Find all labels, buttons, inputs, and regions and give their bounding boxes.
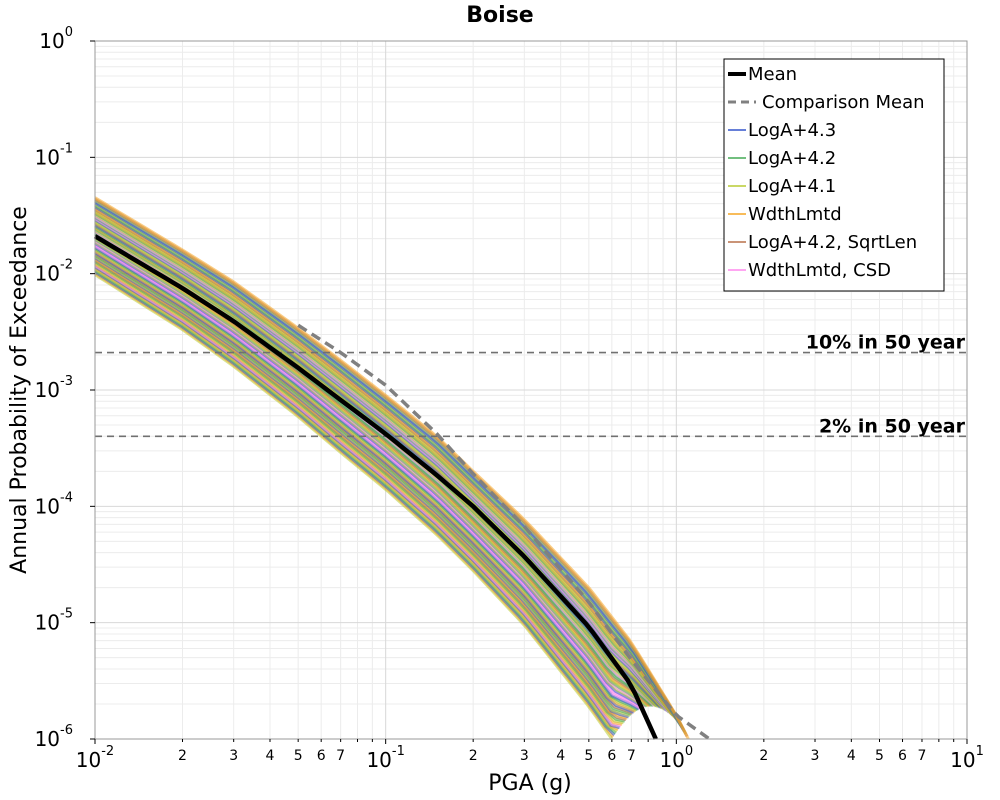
comparison-mean-curve	[297, 323, 711, 741]
x-major-tick-label: 10-1	[366, 744, 404, 772]
legend-entry-label: WdthLmtd, CSD	[748, 260, 891, 281]
branch-curve	[94, 196, 690, 740]
legend-entry-label: LogA+4.3	[748, 120, 836, 141]
x-minor-tick-label: 7	[627, 748, 636, 764]
x-minor-tick-label: 2	[178, 748, 187, 764]
reference-line-label: 10% in 50 year	[806, 332, 966, 354]
x-minor-tick-label: 6	[607, 748, 616, 764]
reference-line-label: 2% in 50 year	[819, 415, 966, 437]
y-major-tick-label: 10-2	[35, 258, 73, 286]
y-axis-ticks: 10-6 10-5 10-4 10-3 10-2 10-1 100	[35, 25, 95, 751]
legend: Mean Comparison Mean LogA+4.3 LogA+4.2 LogA+…	[723, 58, 945, 292]
x-minor-tick-label: 3	[811, 748, 820, 764]
y-axis-label: Annual Probability of Exceedance	[7, 206, 32, 574]
x-minor-tick-label: 2	[759, 748, 768, 764]
x-minor-tick-label: 5	[875, 748, 884, 764]
y-major-tick-label: 10-1	[35, 141, 73, 169]
legend-entry-label: LogA+4.2, SqrtLen	[748, 232, 917, 253]
x-minor-tick-label: 4	[847, 748, 856, 764]
mean-curve	[93, 234, 658, 740]
legend-entry-label: WdthLmtd	[748, 204, 842, 225]
x-major-tick-label: 10-2	[76, 744, 114, 772]
x-minor-tick-label: 4	[266, 748, 275, 764]
chart-title: Boise	[466, 3, 533, 28]
x-minor-tick-label: 6	[898, 748, 907, 764]
x-minor-tick-label: 7	[918, 748, 927, 764]
x-major-tick-label: 101	[950, 744, 984, 772]
y-major-tick-label: 10-5	[35, 607, 73, 635]
x-minor-tick-label: 5	[584, 748, 593, 764]
legend-entry-label: Mean	[748, 64, 797, 85]
x-minor-tick-label: 2	[469, 748, 478, 764]
y-major-tick-label: 10-4	[35, 490, 73, 518]
x-minor-tick-label: 5	[294, 748, 303, 764]
x-minor-tick-label: 3	[229, 748, 238, 764]
x-minor-tick-label: 6	[317, 748, 326, 764]
x-major-tick-label: 100	[659, 744, 693, 772]
x-axis-label: PGA (g)	[488, 771, 572, 796]
legend-entry-label: LogA+4.2	[748, 148, 836, 169]
y-major-tick-label: 100	[39, 25, 73, 53]
x-minor-tick-label: 7	[336, 748, 345, 764]
legend-entry-label: LogA+4.1	[748, 176, 836, 197]
reference-lines: 10% in 50 year 2% in 50 year	[95, 332, 967, 437]
x-minor-tick-label: 4	[556, 748, 565, 764]
y-major-tick-label: 10-3	[35, 374, 73, 402]
series-layer	[93, 234, 711, 741]
y-major-tick-label: 10-6	[35, 723, 73, 751]
legend-box	[723, 58, 945, 292]
x-minor-tick-label: 3	[520, 748, 529, 764]
legend-entry-label: Comparison Mean	[762, 92, 925, 113]
